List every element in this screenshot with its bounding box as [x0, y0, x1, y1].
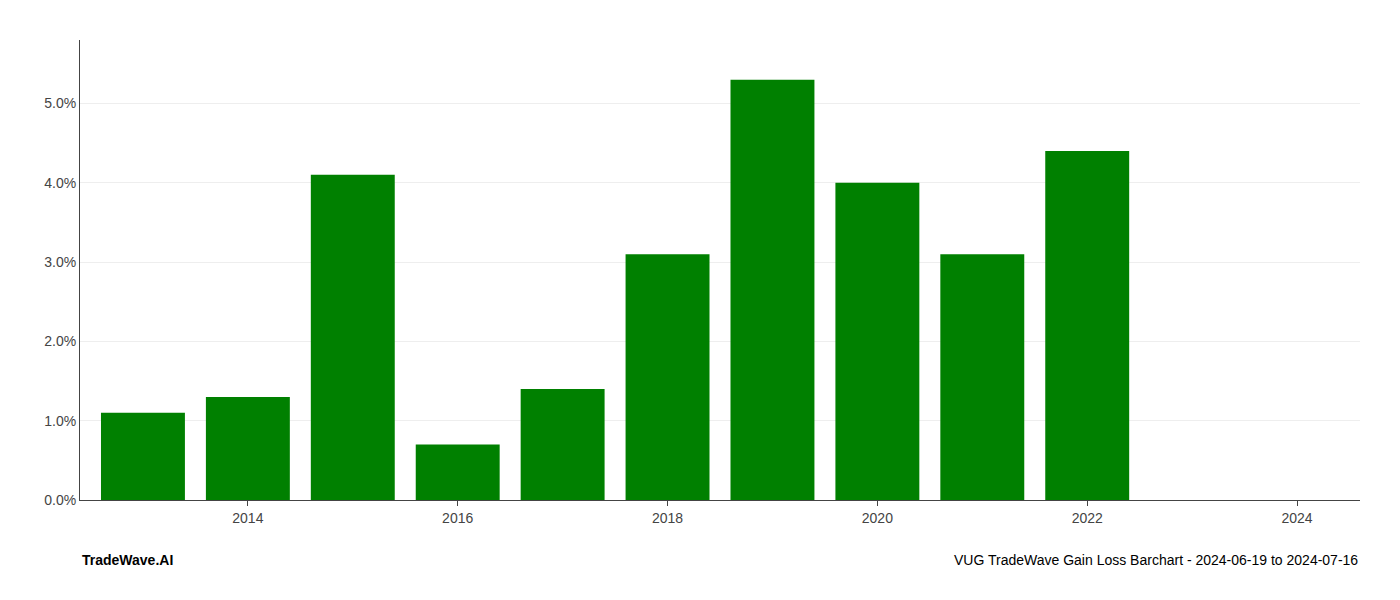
svg-text:TradeWave.AI: TradeWave.AI — [82, 552, 173, 568]
svg-text:2.0%: 2.0% — [44, 333, 76, 349]
svg-text:VUG TradeWave Gain Loss Barcha: VUG TradeWave Gain Loss Barchart - 2024-… — [954, 552, 1358, 568]
svg-text:2020: 2020 — [862, 510, 893, 526]
svg-text:2022: 2022 — [1072, 510, 1103, 526]
svg-text:5.0%: 5.0% — [44, 95, 76, 111]
svg-text:4.0%: 4.0% — [44, 175, 76, 191]
svg-text:2016: 2016 — [442, 510, 473, 526]
svg-text:0.0%: 0.0% — [44, 492, 76, 508]
svg-text:2018: 2018 — [652, 510, 683, 526]
svg-text:3.0%: 3.0% — [44, 254, 76, 270]
svg-text:1.0%: 1.0% — [44, 413, 76, 429]
svg-text:2014: 2014 — [232, 510, 263, 526]
svg-text:2024: 2024 — [1281, 510, 1312, 526]
